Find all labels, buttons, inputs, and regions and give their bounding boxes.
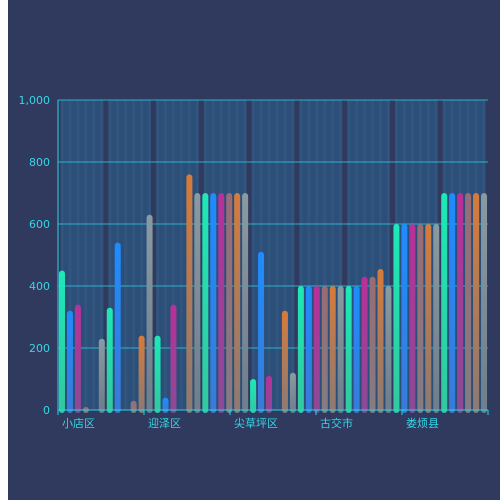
- bar: [186, 174, 193, 413]
- bar: [234, 193, 241, 413]
- bar: [417, 224, 424, 413]
- y-tick-label: 0: [43, 404, 50, 417]
- bar: [289, 372, 296, 413]
- bar: [321, 286, 328, 413]
- bar: [449, 193, 456, 413]
- band-stripe: [275, 100, 279, 410]
- bar: [98, 338, 105, 413]
- band-stripe: [323, 100, 327, 410]
- y-tick-label: 400: [29, 280, 50, 293]
- bar: [345, 286, 352, 413]
- band-stripe: [179, 100, 183, 410]
- bar: [114, 242, 121, 413]
- bar: [369, 276, 376, 413]
- band-stripe: [379, 100, 382, 410]
- bar: [385, 286, 392, 413]
- x-category-label: 小店区: [62, 416, 95, 430]
- bar: [218, 193, 225, 413]
- bar: [441, 193, 448, 413]
- band-stripe: [76, 100, 80, 410]
- band-stripe: [283, 100, 287, 410]
- band-stripe: [92, 100, 96, 410]
- bar: [473, 193, 480, 413]
- bar: [146, 214, 153, 413]
- bar: [170, 304, 177, 413]
- bar: [297, 286, 304, 413]
- bar: [281, 310, 288, 413]
- bar: [66, 310, 73, 413]
- bar: [481, 193, 488, 413]
- bar: [266, 375, 273, 413]
- y-tick-label: 200: [29, 342, 50, 355]
- bar: [361, 276, 368, 413]
- band-stripe: [140, 100, 144, 410]
- band-stripe: [60, 100, 64, 410]
- bar: [154, 335, 161, 413]
- band-stripe: [171, 100, 175, 410]
- y-tick-label: 600: [29, 218, 50, 231]
- band-stripe: [339, 100, 343, 410]
- band-stripe: [355, 100, 359, 410]
- band-stripe: [251, 100, 255, 410]
- band-stripe: [299, 100, 303, 410]
- band-stripe: [291, 100, 295, 410]
- bar: [194, 193, 201, 413]
- band-stripe: [164, 100, 167, 410]
- band-stripe: [371, 100, 375, 410]
- bar: [138, 335, 145, 413]
- x-category-label: 尖草坪区: [234, 417, 278, 430]
- band-stripe: [347, 100, 351, 410]
- bar: [457, 193, 464, 413]
- bar: [130, 400, 137, 413]
- bar: [258, 251, 265, 413]
- bar-chart: 0 200 400 600 800 1,000 小店区 迎泽区 尖草坪区 古交市 娄烦县: [19, 94, 489, 430]
- band-stripe: [267, 100, 271, 410]
- y-tick-label: 1,000: [19, 94, 51, 107]
- band-stripe: [386, 100, 390, 410]
- bar: [313, 286, 320, 413]
- band-stripe: [363, 100, 367, 410]
- band-stripe: [100, 100, 104, 410]
- band-stripe: [68, 100, 72, 410]
- band-stripe: [331, 100, 335, 410]
- bar: [210, 193, 217, 413]
- bar: [401, 224, 408, 413]
- bar: [329, 286, 336, 413]
- band-stripe: [108, 100, 112, 410]
- bar: [353, 286, 360, 413]
- band-stripe: [132, 100, 136, 410]
- bar: [250, 379, 257, 413]
- band-stripe: [156, 100, 160, 410]
- bar: [106, 307, 113, 413]
- bar: [433, 224, 440, 413]
- bar: [305, 286, 312, 413]
- y-tick-label: 800: [29, 156, 50, 169]
- band-stripe: [124, 100, 128, 410]
- bar: [425, 224, 432, 413]
- bar: [393, 224, 400, 413]
- bar: [242, 193, 249, 413]
- x-category-label: 古交市: [320, 416, 353, 430]
- bar: [409, 224, 416, 413]
- x-category-label: 娄烦县: [406, 417, 439, 430]
- chart-panel: 0 200 400 600 800 1,000 小店区 迎泽区 尖草坪区 古交市 娄烦县: [8, 0, 500, 500]
- bar: [465, 193, 472, 413]
- bar: [226, 193, 233, 413]
- bar: [74, 304, 81, 413]
- bar: [58, 270, 65, 413]
- band-stripe: [84, 100, 88, 410]
- bar: [202, 193, 209, 413]
- bar: [377, 268, 384, 413]
- band-stripe: [307, 100, 311, 410]
- band-stripe: [315, 100, 319, 410]
- x-category-label: 迎泽区: [148, 417, 181, 430]
- bar: [162, 397, 169, 413]
- bar: [337, 286, 344, 413]
